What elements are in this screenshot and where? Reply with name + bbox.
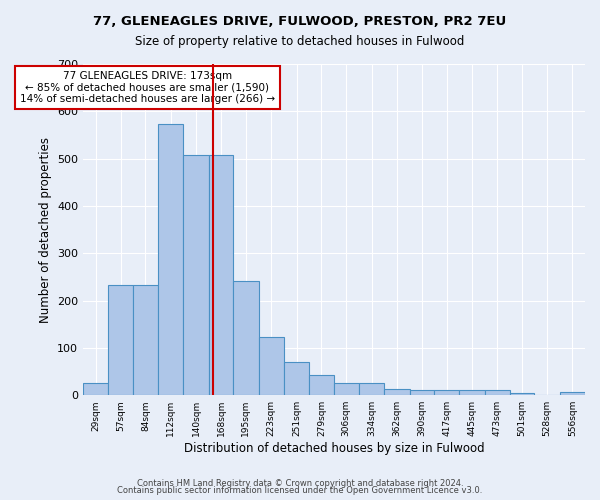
Text: Contains HM Land Registry data © Crown copyright and database right 2024.: Contains HM Land Registry data © Crown c…: [137, 478, 463, 488]
Bar: [485, 390, 510, 395]
Bar: [459, 390, 485, 395]
Bar: [560, 392, 585, 395]
Text: 77 GLENEAGLES DRIVE: 173sqm
← 85% of detached houses are smaller (1,590)
14% of : 77 GLENEAGLES DRIVE: 173sqm ← 85% of det…: [20, 71, 275, 104]
Bar: [510, 393, 535, 395]
Bar: [434, 390, 459, 395]
Bar: [133, 286, 158, 395]
Bar: [309, 376, 334, 395]
Text: Contains public sector information licensed under the Open Government Licence v3: Contains public sector information licen…: [118, 486, 482, 495]
Text: 77, GLENEAGLES DRIVE, FULWOOD, PRESTON, PR2 7EU: 77, GLENEAGLES DRIVE, FULWOOD, PRESTON, …: [94, 15, 506, 28]
Bar: [209, 156, 233, 395]
Bar: [259, 336, 284, 395]
Bar: [384, 388, 410, 395]
Bar: [184, 156, 209, 395]
X-axis label: Distribution of detached houses by size in Fulwood: Distribution of detached houses by size …: [184, 442, 484, 455]
Bar: [233, 280, 259, 395]
Text: Size of property relative to detached houses in Fulwood: Size of property relative to detached ho…: [136, 35, 464, 48]
Bar: [158, 124, 184, 395]
Y-axis label: Number of detached properties: Number of detached properties: [38, 136, 52, 322]
Bar: [109, 286, 133, 395]
Bar: [410, 390, 434, 395]
Bar: [83, 384, 109, 395]
Bar: [334, 383, 359, 395]
Bar: [359, 383, 384, 395]
Bar: [284, 362, 309, 395]
